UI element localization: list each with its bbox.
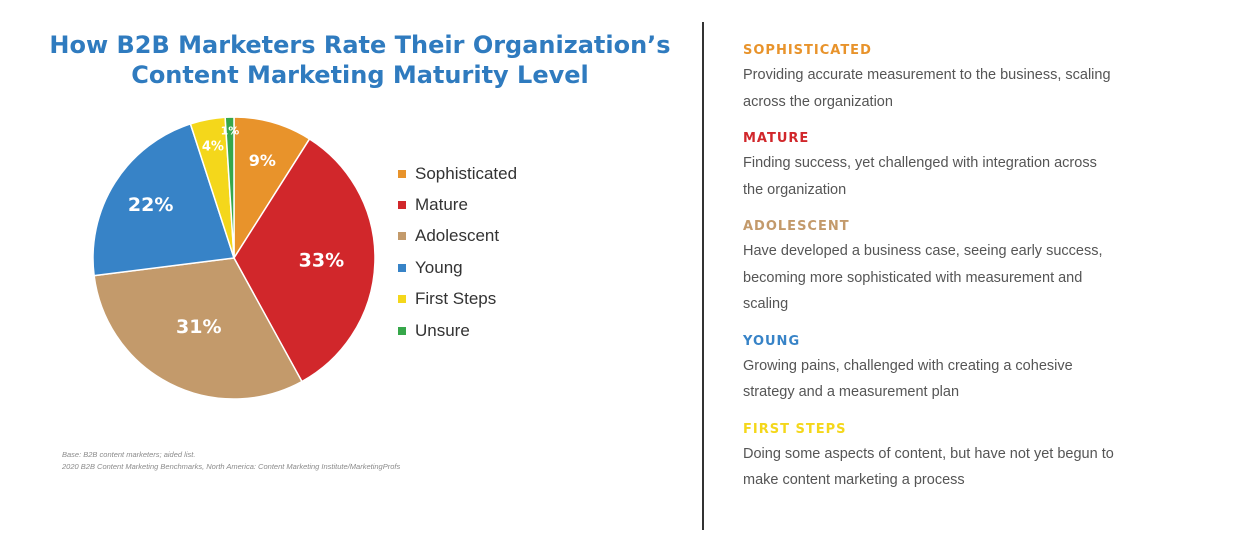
legend-swatch: [398, 201, 406, 210]
pie-slice-sophisticated: [233, 116, 311, 261]
level-description-line: across the organization: [743, 93, 893, 110]
chart-title-line-2: Content Marketing Maturity Level: [131, 61, 589, 89]
level-heading: YOUNG: [743, 333, 801, 349]
level-description: Providing accurate measurement to the bu…: [743, 62, 1193, 115]
level-sophisticated: SOPHISTICATED Providing accurate measure…: [743, 40, 1193, 115]
level-description-line: scaling: [743, 296, 789, 312]
footnote-source: 2020 B2B Content Marketing Benchmarks, N…: [62, 462, 401, 471]
level-description-line: Finding success, yet challenged with int…: [743, 155, 1097, 171]
legend-swatch: [398, 295, 406, 304]
chart-legend: Sophisticated Mature Adolescent Young Fi…: [398, 158, 517, 346]
footnote-base: Base: B2B content marketers; aided list.: [62, 450, 196, 459]
legend-item-unsure: Unsure: [398, 315, 517, 346]
level-description-line: Growing pains, challenged with creating …: [743, 357, 1073, 374]
legend-label: Sophisticated: [415, 163, 518, 183]
legend-label: Adolescent: [415, 226, 500, 246]
level-heading: SOPHISTICATED: [743, 43, 872, 58]
pie-slice-young: [92, 122, 235, 277]
legend-swatch: [398, 326, 406, 335]
chart-title: How B2B Marketers Rate Their Organizatio…: [30, 30, 690, 90]
legend-label: Mature: [415, 195, 468, 215]
level-description-line: becoming more sophisticated with measure…: [743, 269, 1083, 286]
level-heading: FIRST STEPS: [743, 421, 847, 437]
vertical-divider: [702, 22, 704, 530]
level-description: Have developed a business case, seeing e…: [743, 238, 1193, 318]
level-description: Finding success, yet challenged with int…: [743, 150, 1193, 203]
chart-title-line-1: How B2B Marketers Rate Their Organizatio…: [49, 31, 671, 59]
legend-item-first-steps: First Steps: [398, 284, 517, 315]
level-adolescent: ADOLESCENT Have developed a business cas…: [743, 216, 1193, 318]
pie-chart: 9% 33% 31% 22% 4% 1%: [92, 116, 376, 400]
level-description-line: the organization: [743, 181, 847, 198]
level-description-line: Have developed a business case, seeing e…: [743, 243, 1103, 259]
level-description: Growing pains, challenged with creating …: [743, 353, 1193, 406]
legend-item-sophisticated: Sophisticated: [398, 158, 517, 189]
level-description-line: strategy and a measurement plan: [743, 384, 960, 400]
legend-swatch: [398, 232, 406, 241]
level-mature: MATURE Finding success, yet challenged w…: [743, 128, 1193, 203]
level-first-steps: FIRST STEPS Doing some aspects of conten…: [743, 419, 1193, 494]
legend-item-young: Young: [398, 252, 517, 283]
legend-item-adolescent: Adolescent: [398, 221, 517, 252]
pie-data-label-adolescent: 31%: [176, 316, 221, 338]
source-footnote: Base: B2B content marketers; aided list.…: [62, 449, 400, 473]
pie-data-label-young: 22%: [128, 194, 173, 216]
level-description-line: Doing some aspects of content, but have …: [743, 445, 1114, 462]
pie-data-label-sophisticated: 9%: [249, 151, 276, 170]
level-description-line: make content marketing a process: [743, 472, 965, 488]
pie-data-label-mature: 33%: [299, 250, 344, 272]
level-description-line: Providing accurate measurement to the bu…: [743, 67, 1111, 83]
legend-item-mature: Mature: [398, 189, 517, 220]
legend-swatch: [398, 169, 406, 178]
legend-label: First Steps: [415, 289, 497, 309]
pie-data-label-first-steps: 4%: [202, 140, 224, 155]
level-heading: ADOLESCENT: [743, 219, 850, 234]
level-heading: MATURE: [743, 131, 810, 146]
maturity-level-descriptions: SOPHISTICATED Providing accurate measure…: [743, 40, 1193, 507]
legend-swatch: [398, 263, 406, 272]
pie-slice-adolescent: [93, 257, 303, 400]
pie-data-label-unsure: 1%: [221, 125, 240, 138]
level-description: Doing some aspects of content, but have …: [743, 441, 1193, 494]
legend-label: Unsure: [415, 320, 470, 340]
level-young: YOUNG Growing pains, challenged with cre…: [743, 331, 1193, 406]
pie-slice-unsure: [224, 116, 235, 259]
legend-label: Young: [415, 257, 463, 277]
